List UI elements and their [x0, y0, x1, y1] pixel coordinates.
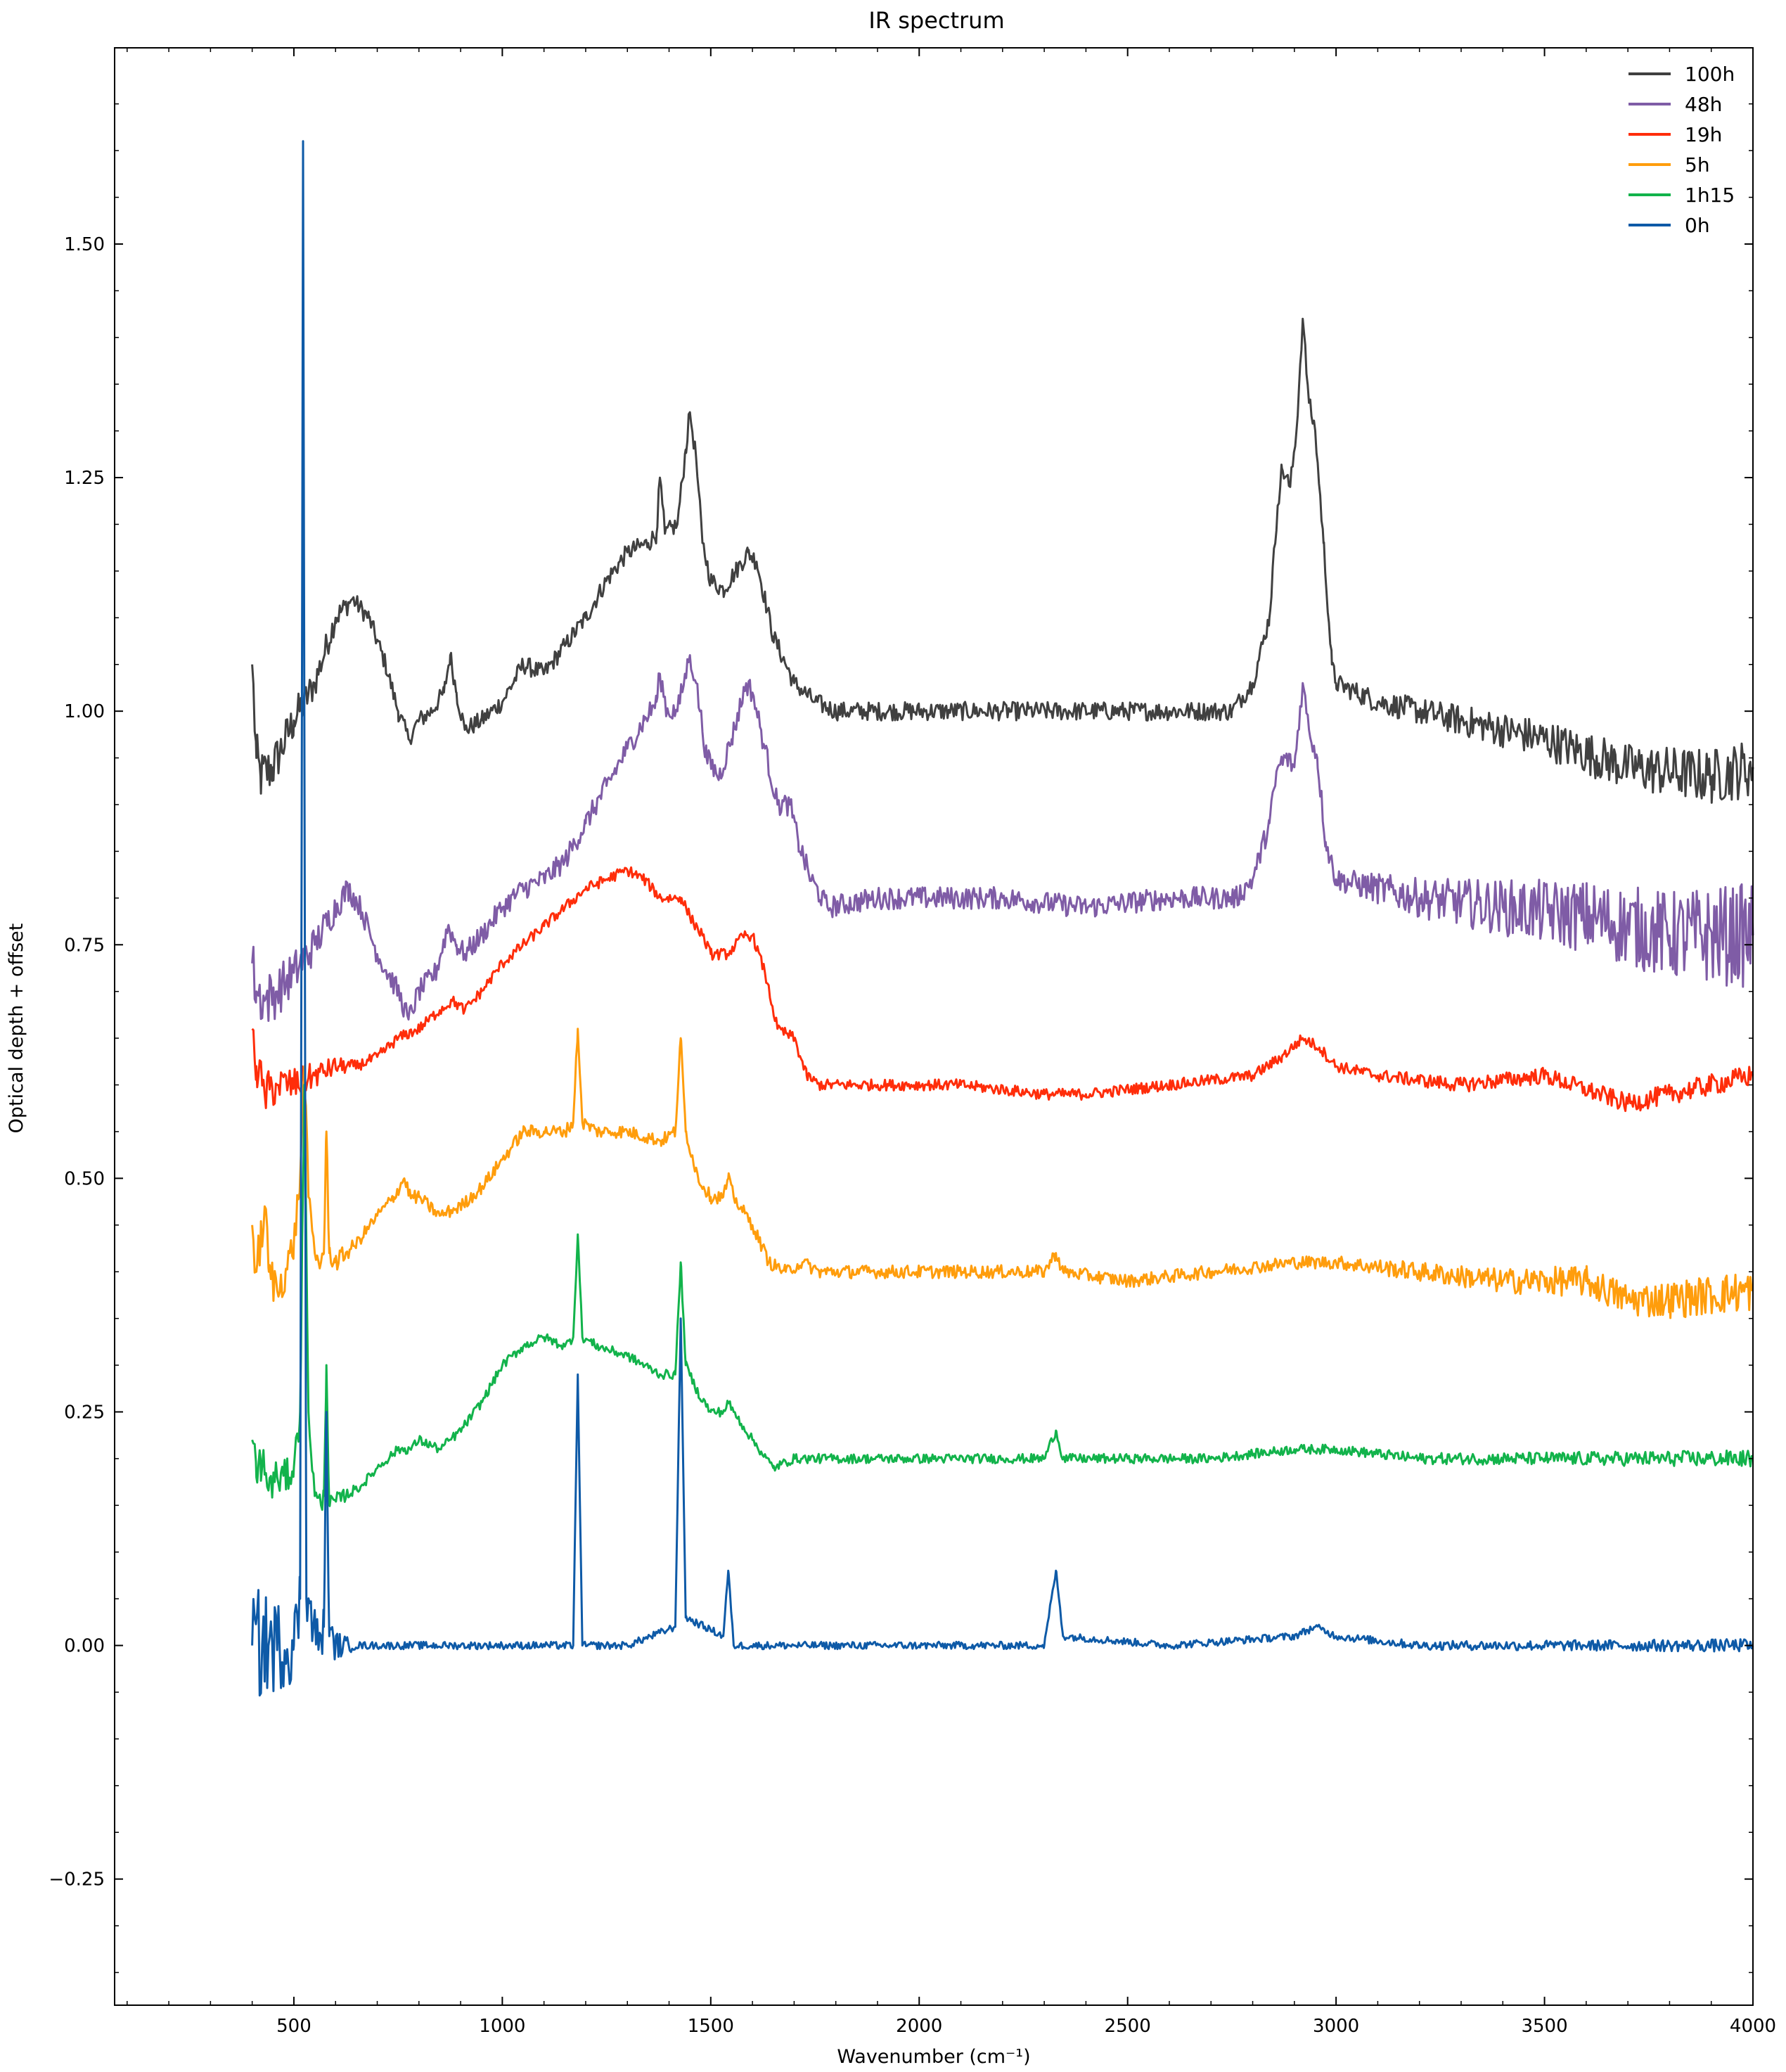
series-1h15: [251, 1084, 1754, 1511]
x-tick-label: 1000: [479, 2016, 525, 2037]
x-axis-label: Wavenumber (cm⁻¹): [837, 2046, 1030, 2068]
x-tick-label: 3500: [1521, 2016, 1567, 2037]
series-100h: [251, 317, 1754, 804]
x-tick-label: 500: [276, 2016, 311, 2037]
ticks-layer: 500 1000 1500 2000 2500 3000 3500 4000 −0.25 0.00…: [49, 48, 1776, 2037]
legend-label-1h15: 1h15: [1685, 184, 1735, 207]
series-line-0h: [251, 140, 1754, 1697]
series-line-5h: [251, 1028, 1754, 1319]
y-tick-label: 0.50: [64, 1168, 105, 1189]
y-tick-label: 1.00: [64, 701, 105, 722]
x-tick-label: 1500: [688, 2016, 734, 2037]
series-line-100h: [251, 317, 1754, 804]
series-line-48h: [251, 654, 1754, 1022]
y-tick-label: 1.50: [64, 234, 105, 255]
y-tick-label: 0.75: [64, 935, 105, 956]
x-tick-label: 2500: [1105, 2016, 1151, 2037]
y-tick-label: −0.25: [49, 1869, 105, 1891]
chart-title: IR spectrum: [868, 7, 1004, 34]
y-axis-label: Optical depth + offset: [6, 923, 27, 1134]
y-tick-label: 0.00: [64, 1636, 105, 1657]
series-0h: [251, 140, 1754, 1697]
legend-label-48h: 48h: [1685, 93, 1722, 116]
series-layer: [251, 140, 1754, 1697]
series-19h: [251, 866, 1754, 1113]
series-48h: [251, 654, 1754, 1022]
legend-label-100h: 100h: [1685, 63, 1735, 86]
plot-frame: [114, 47, 1754, 2006]
legend-label-19h: 19h: [1685, 123, 1722, 146]
series-line-1h15: [251, 1084, 1754, 1511]
x-tick-label: 4000: [1730, 2016, 1776, 2037]
series-5h: [251, 1028, 1754, 1319]
x-tick-label: 3000: [1313, 2016, 1359, 2037]
y-tick-label: 0.25: [64, 1402, 105, 1423]
legend-label-0h: 0h: [1685, 214, 1710, 237]
x-tick-label: 2000: [896, 2016, 942, 2037]
legend: 100h 48h 19h 5h 1h15 0h: [1628, 63, 1735, 237]
y-tick-label: 1.25: [64, 468, 105, 489]
legend-label-5h: 5h: [1685, 153, 1710, 177]
series-line-19h: [251, 866, 1754, 1113]
